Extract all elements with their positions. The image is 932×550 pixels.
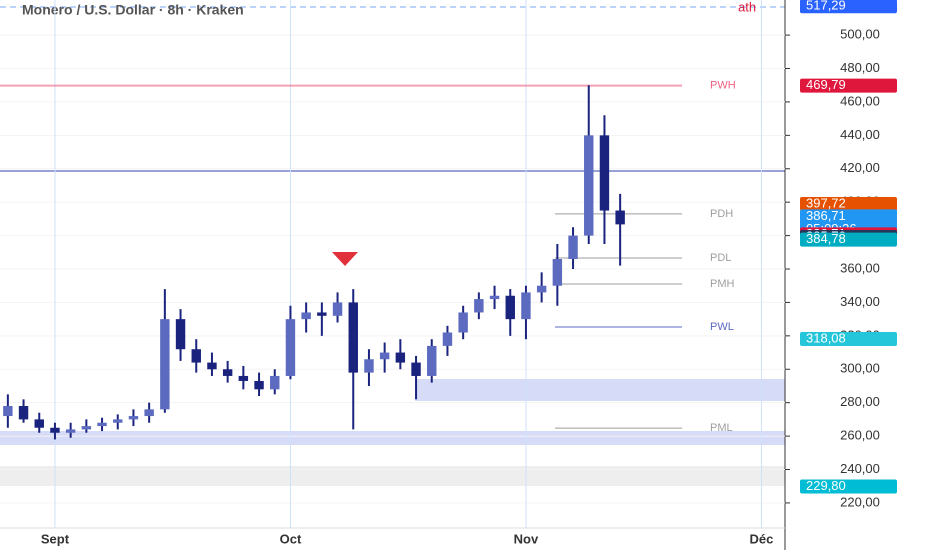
zone [415, 379, 785, 401]
candle-body [301, 312, 311, 320]
candle-body [191, 349, 201, 363]
candle-body [442, 332, 453, 346]
price-tag [800, 232, 897, 247]
level-label: PMH [710, 278, 735, 290]
candle-body [474, 299, 484, 313]
level-label: PWH [710, 79, 736, 91]
candle-body [379, 352, 390, 360]
candle-body [505, 295, 515, 320]
candle-body [427, 345, 437, 376]
candle-body [128, 416, 139, 420]
y-tick-label: 460,00 [840, 93, 880, 108]
candle-body [348, 302, 358, 373]
y-tick-label: 440,00 [840, 127, 880, 142]
candle-body [584, 135, 594, 236]
candle-body [175, 319, 186, 350]
candle-body [395, 352, 406, 363]
candle-body [18, 406, 29, 420]
candle-body [536, 285, 547, 293]
candle-body [50, 427, 60, 433]
x-tick-label: Oct [280, 531, 302, 546]
candle-body [81, 426, 92, 430]
price-tag-label: 318,08 [806, 330, 846, 345]
candle-body [34, 419, 44, 428]
y-tick-label: 240,00 [840, 461, 880, 476]
x-tick-label: Sept [41, 531, 70, 546]
candle-body [568, 235, 578, 259]
y-tick-label: 300,00 [840, 361, 880, 376]
price-tag-label: 229,80 [806, 478, 846, 493]
candle-body [364, 359, 374, 373]
y-tick-label: 340,00 [840, 294, 880, 309]
price-tag [800, 196, 897, 211]
y-tick-label: 220,00 [840, 494, 880, 509]
price-tag-label: 469,79 [806, 77, 846, 92]
candle-body [3, 406, 13, 417]
price-tag [800, 479, 897, 494]
candle-body [615, 210, 625, 225]
candle-body [458, 312, 468, 333]
arrow [332, 252, 358, 266]
level-label: PDL [710, 252, 731, 264]
y-tick-label: 480,00 [840, 60, 880, 75]
annotation: ath [738, 0, 756, 14]
price-tag-label: 384,78 [806, 231, 846, 246]
candle-body [317, 312, 327, 316]
x-tick-label: Déc [750, 531, 774, 546]
level-label: PML [710, 422, 733, 434]
level-label: PDH [710, 208, 733, 220]
candle-body [552, 258, 563, 286]
candle-body [160, 319, 170, 410]
candle-body [599, 135, 610, 211]
price-tag-label: 517,29 [806, 0, 846, 13]
y-tick-label: 280,00 [840, 394, 880, 409]
price-tag-label: 397,72 [806, 195, 846, 210]
x-tick-label: Nov [514, 531, 539, 546]
candle-body [285, 319, 296, 376]
candle-body [270, 375, 280, 390]
candle-body [97, 422, 107, 427]
level-label: PWL [710, 321, 734, 333]
candle-body [332, 302, 343, 316]
y-tick-label: 360,00 [840, 260, 880, 275]
price-tag-label: 386,71 [806, 208, 846, 223]
candle-body [65, 429, 76, 433]
price-tag [800, 332, 897, 347]
candle-body [207, 362, 217, 370]
candle-body [489, 295, 500, 300]
y-tick-label: 260,00 [840, 428, 880, 443]
candle-body [254, 380, 264, 390]
candle-body [411, 362, 421, 376]
candle-body [238, 375, 249, 381]
zone [0, 466, 785, 486]
y-tick-label: 420,00 [840, 160, 880, 175]
candle-body [113, 419, 123, 423]
candle-body [521, 292, 531, 320]
price-tag [800, 0, 897, 14]
y-tick-label: 500,00 [840, 27, 880, 42]
candle-body [222, 369, 233, 376]
price-tag [800, 78, 897, 93]
chart-title: Monero / U.S. Dollar · 8h · Kraken [22, 2, 244, 18]
candle-body [144, 409, 154, 417]
zone [0, 431, 785, 445]
